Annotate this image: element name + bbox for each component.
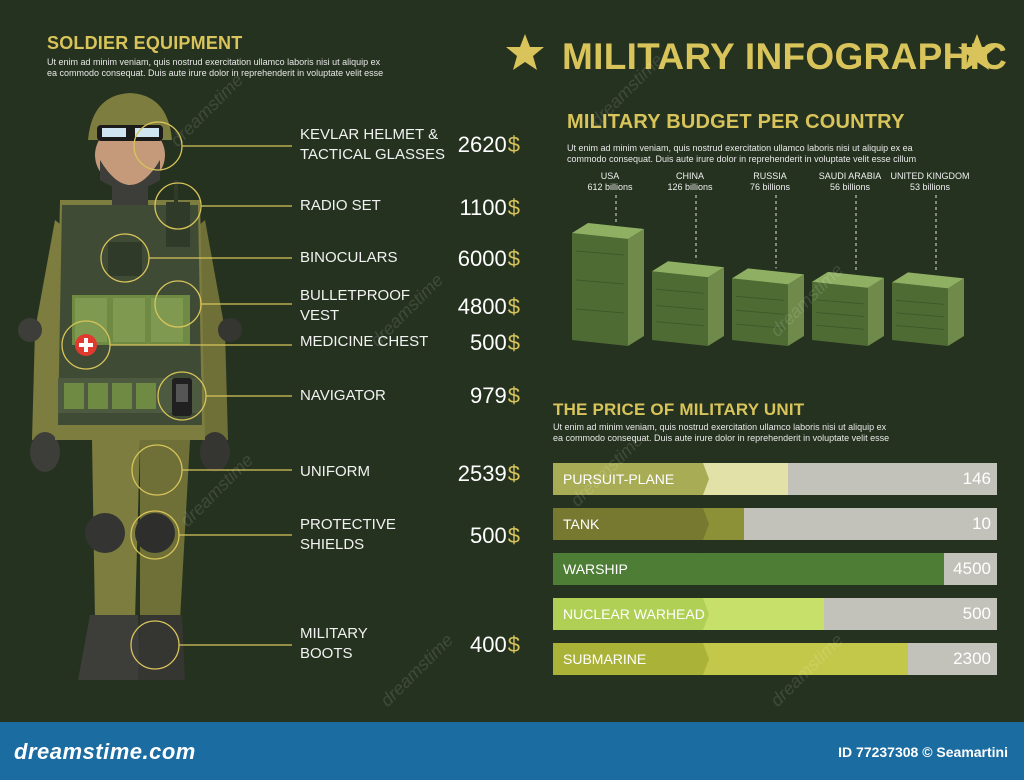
budget-title: MILITARY BUDGET PER COUNTRY: [567, 111, 905, 133]
budget-country-value: 126 billions: [667, 182, 713, 192]
equipment-price-binoculars: 6000$: [457, 246, 520, 271]
budget-country-label: USA 612 billions: [555, 171, 665, 193]
equipment-title: SOLDIER EQUIPMENT: [47, 33, 243, 53]
unit-bar-label: TANK: [563, 516, 600, 532]
unit-bar-label: WARSHIP: [563, 561, 628, 577]
equipment-label-medicine: MEDICINE CHEST: [300, 333, 429, 350]
budget-bar: [652, 195, 724, 346]
unit-bar-value: 146: [962, 469, 991, 488]
equipment-label-boots: MILITARY BOOTS: [300, 625, 368, 662]
equipment-label-uniform: UNIFORM: [300, 463, 370, 480]
unit-bar-value: 2300: [953, 649, 991, 668]
budget-country-name: RUSSIA: [753, 171, 787, 181]
unit-bar-label-box: [553, 508, 709, 540]
budget-country-value: 53 billions: [909, 182, 951, 192]
infographic-page: SOLDIER EQUIPMENT Ut enim ad minim venia…: [18, 33, 1008, 711]
unit-bar-row: PURSUIT-PLANE 146: [553, 463, 997, 495]
budget-bar: [892, 195, 964, 346]
equipment-label-navigator: NAVIGATOR: [300, 387, 386, 404]
unit-bar-label: NUCLEAR WARHEAD: [563, 606, 705, 622]
page-title: MILITARY INFOGRAPHIC: [562, 36, 1008, 77]
equipment-price-boots: 400$: [470, 632, 520, 657]
budget-country-value: 76 billions: [749, 182, 791, 192]
budget-country-label: SAUDI ARABIA 56 billions: [795, 171, 905, 193]
soldier-illustration: [18, 93, 242, 680]
budget-country-label: UNITED KINGDOM 53 billions: [875, 171, 985, 193]
equipment-label-vest: BULLETPROOF VEST: [300, 287, 411, 324]
unit-bar-value: 10: [972, 514, 991, 533]
budget-country-value: 56 billions: [829, 182, 871, 192]
budget-bar: [732, 195, 804, 346]
unit-bar-row: TANK 10: [553, 508, 997, 540]
equipment-label-radio: RADIO SET: [300, 197, 381, 214]
unit-bar-label-box: [553, 643, 709, 675]
footer-image-id: ID 77237308 © Seamartini: [838, 744, 1008, 760]
equipment-price-medicine: 500$: [470, 330, 520, 355]
units-title: THE PRICE OF MILITARY UNIT: [553, 400, 805, 419]
unit-bar-label: PURSUIT-PLANE: [563, 471, 675, 487]
unit-bar-label-box: [553, 553, 709, 585]
equipment-price-uniform: 2539$: [457, 461, 520, 486]
budget-country-name: USA: [600, 171, 620, 181]
unit-bar-label-box: [553, 463, 709, 495]
equipment-price-helmet: 2620$: [457, 132, 520, 157]
budget-bar: [572, 195, 644, 346]
footer-bar: dreamstime.com ID 77237308 © Seamartini: [0, 722, 1024, 780]
budget-country-label: CHINA 126 billions: [635, 171, 745, 193]
budget-country-name: UNITED KINGDOM: [890, 171, 970, 181]
units-description: Ut enim ad minim veniam, quis nostrud ex…: [553, 422, 890, 443]
unit-bar-row: NUCLEAR WARHEAD 500: [553, 598, 997, 630]
equipment-description: Ut enim ad minim veniam, quis nostrud ex…: [47, 57, 384, 78]
equipment-label-helmet: KEVLAR HELMET & TACTICAL GLASSES: [300, 126, 446, 163]
callout-lines: [61, 121, 292, 670]
equipment-label-shields: PROTECTIVE SHIELDS: [300, 516, 396, 553]
budget-country-value: 612 billions: [587, 182, 633, 192]
unit-bar-label: SUBMARINE: [563, 651, 647, 667]
equipment-price-radio: 1100$: [459, 195, 520, 220]
unit-bar-row: WARSHIP 4500: [553, 553, 997, 585]
budget-country-name: CHINA: [675, 171, 704, 181]
equipment-price-navigator: 979$: [470, 383, 520, 408]
budget-description: Ut enim ad minim veniam, quis nostrud ex…: [567, 143, 917, 164]
budget-bar: [812, 195, 884, 346]
star-icon: [958, 34, 996, 70]
unit-bar-value: 4500: [953, 559, 991, 578]
equipment-price-vest: 4800$: [457, 294, 520, 319]
unit-bar-label-box: [553, 598, 709, 630]
budget-chart: [572, 195, 964, 346]
unit-bar-value: 500: [962, 604, 991, 623]
budget-country-label: RUSSIA 76 billions: [715, 171, 825, 193]
star-icon: [506, 34, 544, 70]
equipment-label-binoculars: BINOCULARS: [300, 249, 398, 266]
budget-country-name: SAUDI ARABIA: [818, 171, 882, 181]
unit-bar-row: SUBMARINE 2300: [553, 643, 997, 675]
footer-brand[interactable]: dreamstime.com: [14, 739, 196, 764]
equipment-price-shields: 500$: [470, 523, 520, 548]
